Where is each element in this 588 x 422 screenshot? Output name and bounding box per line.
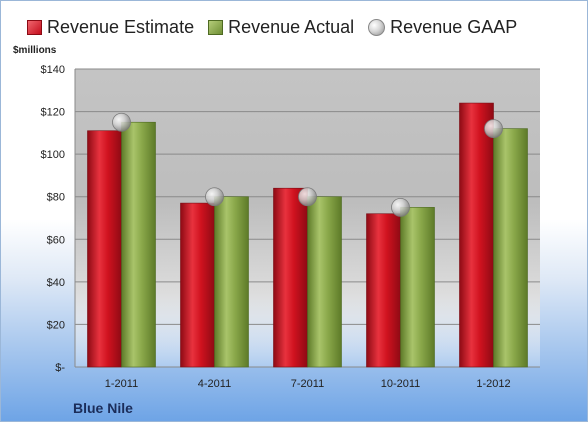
y-tick-label: $20	[47, 319, 65, 331]
x-tick-label: 4-2011	[198, 378, 231, 390]
bar-actual	[493, 128, 528, 368]
marker-gaap	[298, 187, 317, 207]
x-tick-label: 1-2011	[105, 378, 138, 390]
x-axis-labels: 1-2011 4-2011 7-2011 10-2011 1-2012	[105, 378, 511, 390]
gaap-markers	[112, 112, 503, 217]
bars	[87, 102, 528, 368]
y-axis-unit-label: $millions	[13, 45, 57, 56]
bar-estimate	[87, 130, 122, 368]
legend-item-actual: Revenue Actual	[208, 17, 354, 38]
y-tick-label: $40	[47, 277, 65, 289]
marker-gaap	[112, 112, 131, 132]
x-tick-label: 7-2011	[291, 378, 324, 390]
legend: Revenue Estimate Revenue Actual Revenue …	[27, 17, 531, 38]
bar-estimate	[273, 187, 308, 368]
y-axis-labels: $- $20 $40 $60 $80 $100 $120 $140	[41, 64, 66, 374]
legend-item-gaap: Revenue GAAP	[368, 17, 517, 38]
legend-label-estimate: Revenue Estimate	[47, 17, 195, 37]
company-name: Blue Nile	[73, 400, 133, 416]
legend-swatch-actual	[208, 20, 224, 35]
bar-actual	[121, 121, 156, 368]
bar-actual	[214, 196, 249, 368]
bar-estimate	[180, 202, 215, 368]
legend-swatch-gaap	[368, 19, 386, 36]
marker-gaap	[205, 187, 224, 207]
bar-actual	[400, 207, 435, 368]
y-tick-label: $80	[47, 192, 65, 204]
y-tick-label: $60	[47, 234, 65, 246]
bar-estimate	[459, 102, 494, 368]
marker-gaap	[391, 197, 410, 217]
y-tick-label: $120	[41, 107, 65, 119]
bar-estimate	[366, 213, 401, 368]
bar-actual	[307, 196, 342, 368]
x-tick-label: 1-2012	[476, 378, 510, 390]
y-tick-label: $-	[55, 362, 65, 374]
y-tick-label: $140	[41, 64, 65, 76]
x-tick-label: 10-2011	[381, 378, 421, 390]
legend-label-gaap: Revenue GAAP	[390, 17, 518, 37]
y-tick-label: $100	[41, 149, 65, 161]
legend-label-actual: Revenue Actual	[228, 17, 355, 37]
marker-gaap	[484, 119, 503, 138]
legend-swatch-estimate	[27, 20, 42, 35]
legend-item-estimate: Revenue Estimate	[27, 17, 194, 38]
